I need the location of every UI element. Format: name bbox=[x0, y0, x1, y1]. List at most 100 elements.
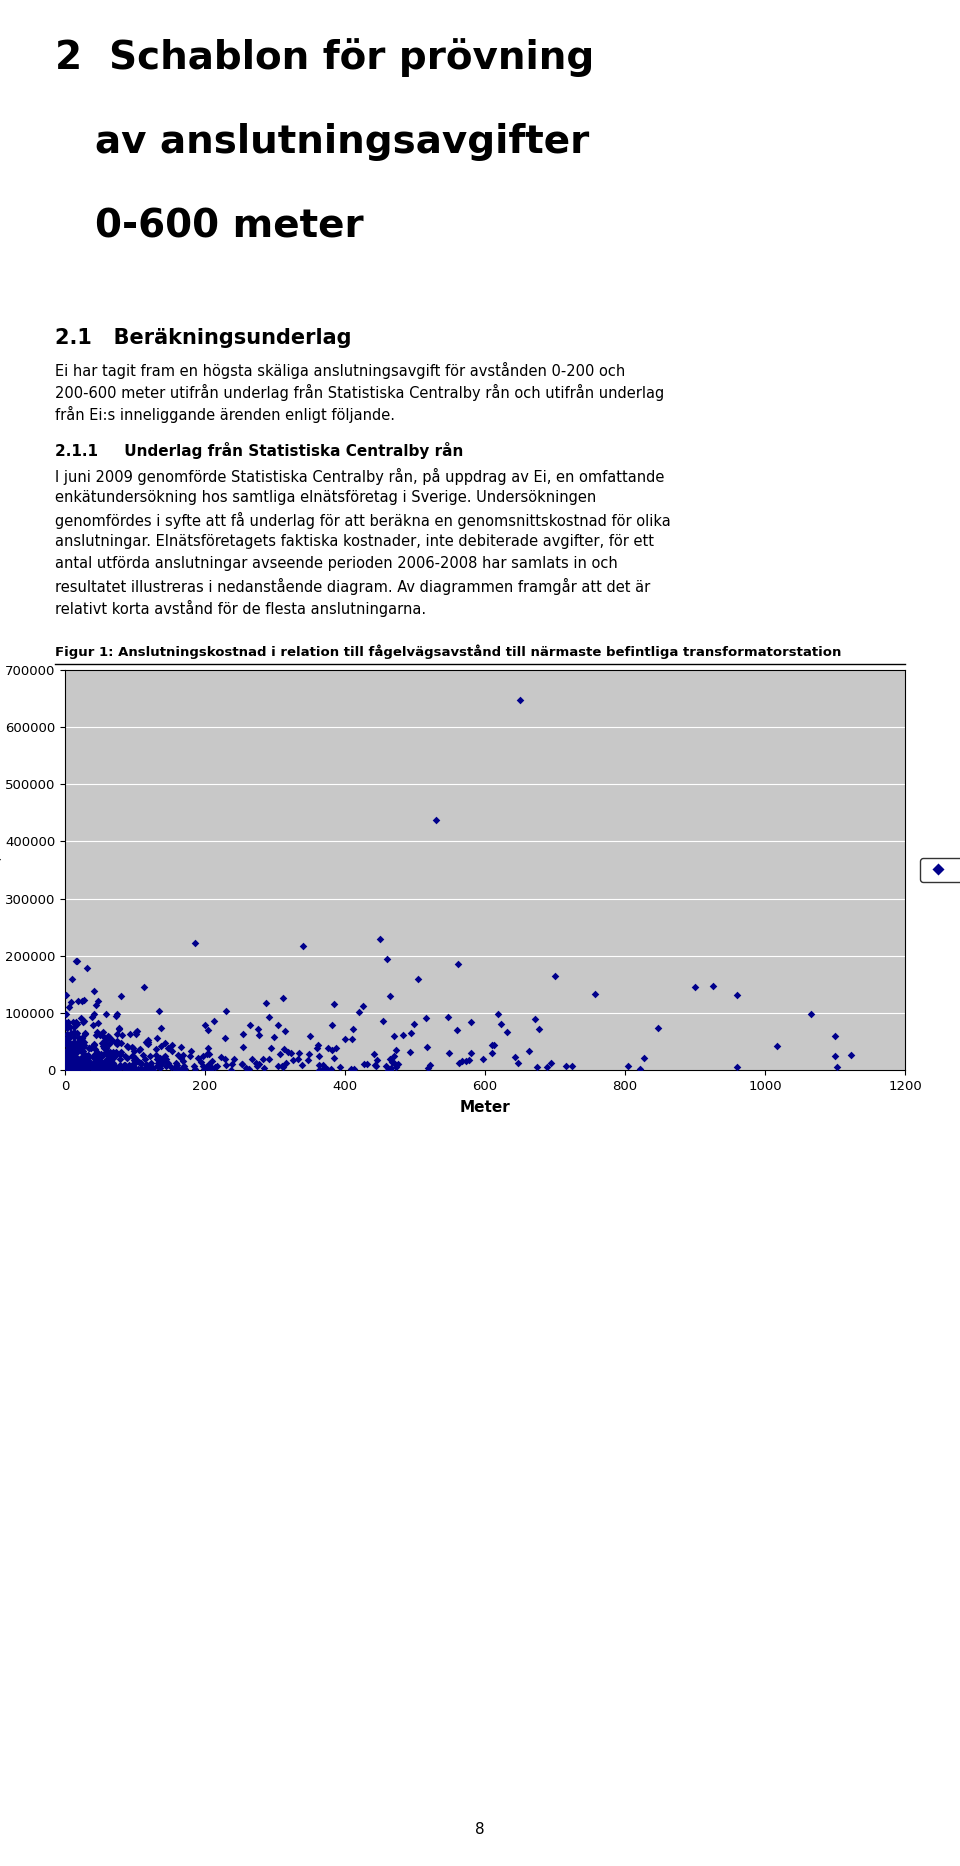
Point bbox=[62, 1051, 78, 1080]
Point bbox=[64, 1043, 80, 1073]
Point bbox=[166, 1052, 181, 1082]
Point bbox=[127, 1045, 142, 1075]
Point bbox=[96, 1021, 111, 1051]
Point bbox=[108, 1051, 123, 1080]
Point bbox=[61, 1034, 77, 1064]
Point bbox=[115, 1052, 131, 1082]
Point bbox=[88, 1054, 104, 1084]
Point bbox=[71, 1026, 86, 1056]
Point bbox=[198, 1052, 213, 1082]
Point bbox=[153, 1030, 168, 1060]
Point bbox=[64, 1028, 80, 1058]
Point bbox=[266, 1023, 281, 1052]
Point bbox=[125, 1051, 140, 1080]
Point bbox=[151, 1043, 166, 1073]
Point bbox=[71, 1023, 86, 1052]
Point bbox=[60, 1049, 75, 1079]
Point bbox=[60, 1036, 75, 1065]
Point bbox=[176, 1045, 191, 1075]
Point bbox=[59, 1054, 74, 1084]
Point bbox=[65, 1008, 81, 1037]
Point bbox=[74, 1037, 89, 1067]
Point bbox=[140, 1024, 156, 1054]
Point bbox=[59, 1010, 74, 1039]
Point bbox=[829, 1052, 845, 1082]
Point bbox=[84, 1034, 99, 1064]
Point bbox=[235, 1032, 251, 1062]
Point bbox=[491, 998, 506, 1028]
Point bbox=[62, 1028, 78, 1058]
Point bbox=[245, 1043, 260, 1073]
Point bbox=[411, 965, 426, 995]
Point bbox=[121, 1051, 136, 1080]
Point bbox=[68, 1041, 84, 1071]
Point bbox=[155, 1047, 170, 1077]
Point bbox=[73, 1024, 88, 1054]
Point bbox=[77, 1006, 92, 1036]
Point bbox=[61, 1039, 77, 1069]
Point bbox=[176, 1052, 191, 1082]
Point bbox=[402, 1037, 418, 1067]
Point bbox=[242, 1010, 257, 1039]
Point bbox=[81, 1034, 96, 1064]
Point bbox=[301, 1039, 317, 1069]
Point bbox=[97, 1028, 112, 1058]
Point bbox=[72, 1032, 87, 1062]
Point bbox=[302, 1021, 318, 1051]
Point bbox=[283, 1037, 299, 1067]
Point bbox=[511, 1049, 526, 1079]
Point bbox=[73, 1049, 88, 1079]
Point bbox=[234, 1049, 250, 1079]
Point bbox=[119, 1052, 134, 1082]
Point bbox=[196, 1051, 211, 1080]
Point bbox=[126, 1032, 141, 1062]
Point bbox=[60, 1041, 76, 1071]
Point bbox=[106, 1049, 121, 1079]
Point bbox=[202, 1049, 217, 1079]
Point bbox=[59, 1052, 74, 1082]
Point bbox=[100, 1052, 115, 1082]
Point bbox=[455, 1047, 470, 1077]
Point bbox=[463, 1037, 478, 1067]
Point bbox=[69, 1045, 84, 1075]
Point bbox=[136, 972, 152, 1002]
Point bbox=[109, 1026, 125, 1056]
Point bbox=[90, 1008, 106, 1037]
Point bbox=[186, 1051, 202, 1080]
Point bbox=[101, 1028, 116, 1058]
Point bbox=[63, 1039, 79, 1069]
Point bbox=[218, 1045, 233, 1075]
Point bbox=[99, 1039, 114, 1069]
Point bbox=[60, 1030, 75, 1060]
Point bbox=[117, 1041, 132, 1071]
Point bbox=[69, 1049, 84, 1079]
Point bbox=[113, 1037, 129, 1067]
Point bbox=[207, 1052, 223, 1082]
Text: antal utförda anslutningar avseende perioden 2006-2008 har samlats in och: antal utförda anslutningar avseende peri… bbox=[55, 556, 617, 571]
Point bbox=[449, 1015, 465, 1045]
Point bbox=[127, 1045, 142, 1075]
Point bbox=[135, 1039, 151, 1069]
Point bbox=[61, 1052, 77, 1082]
Point bbox=[140, 1030, 156, 1060]
Point bbox=[251, 1049, 266, 1079]
Point bbox=[79, 1049, 94, 1079]
Point bbox=[157, 1041, 173, 1071]
Point bbox=[187, 927, 203, 957]
Point bbox=[178, 1054, 193, 1084]
Point bbox=[89, 1037, 105, 1067]
Point bbox=[104, 1024, 119, 1054]
Point bbox=[391, 1049, 406, 1079]
Point bbox=[59, 1039, 74, 1069]
Point bbox=[61, 1039, 77, 1069]
Point bbox=[132, 1034, 148, 1064]
Point bbox=[73, 1045, 88, 1075]
Point bbox=[100, 1039, 115, 1069]
Point bbox=[705, 970, 720, 1000]
Point bbox=[338, 1024, 353, 1054]
Point bbox=[109, 1028, 125, 1058]
Text: Ei har tagit fram en högsta skäliga anslutningsavgift för avstånden 0-200 och: Ei har tagit fram en högsta skäliga ansl… bbox=[55, 362, 625, 379]
Point bbox=[60, 1047, 76, 1077]
Point bbox=[61, 993, 77, 1023]
Point bbox=[58, 1039, 73, 1069]
